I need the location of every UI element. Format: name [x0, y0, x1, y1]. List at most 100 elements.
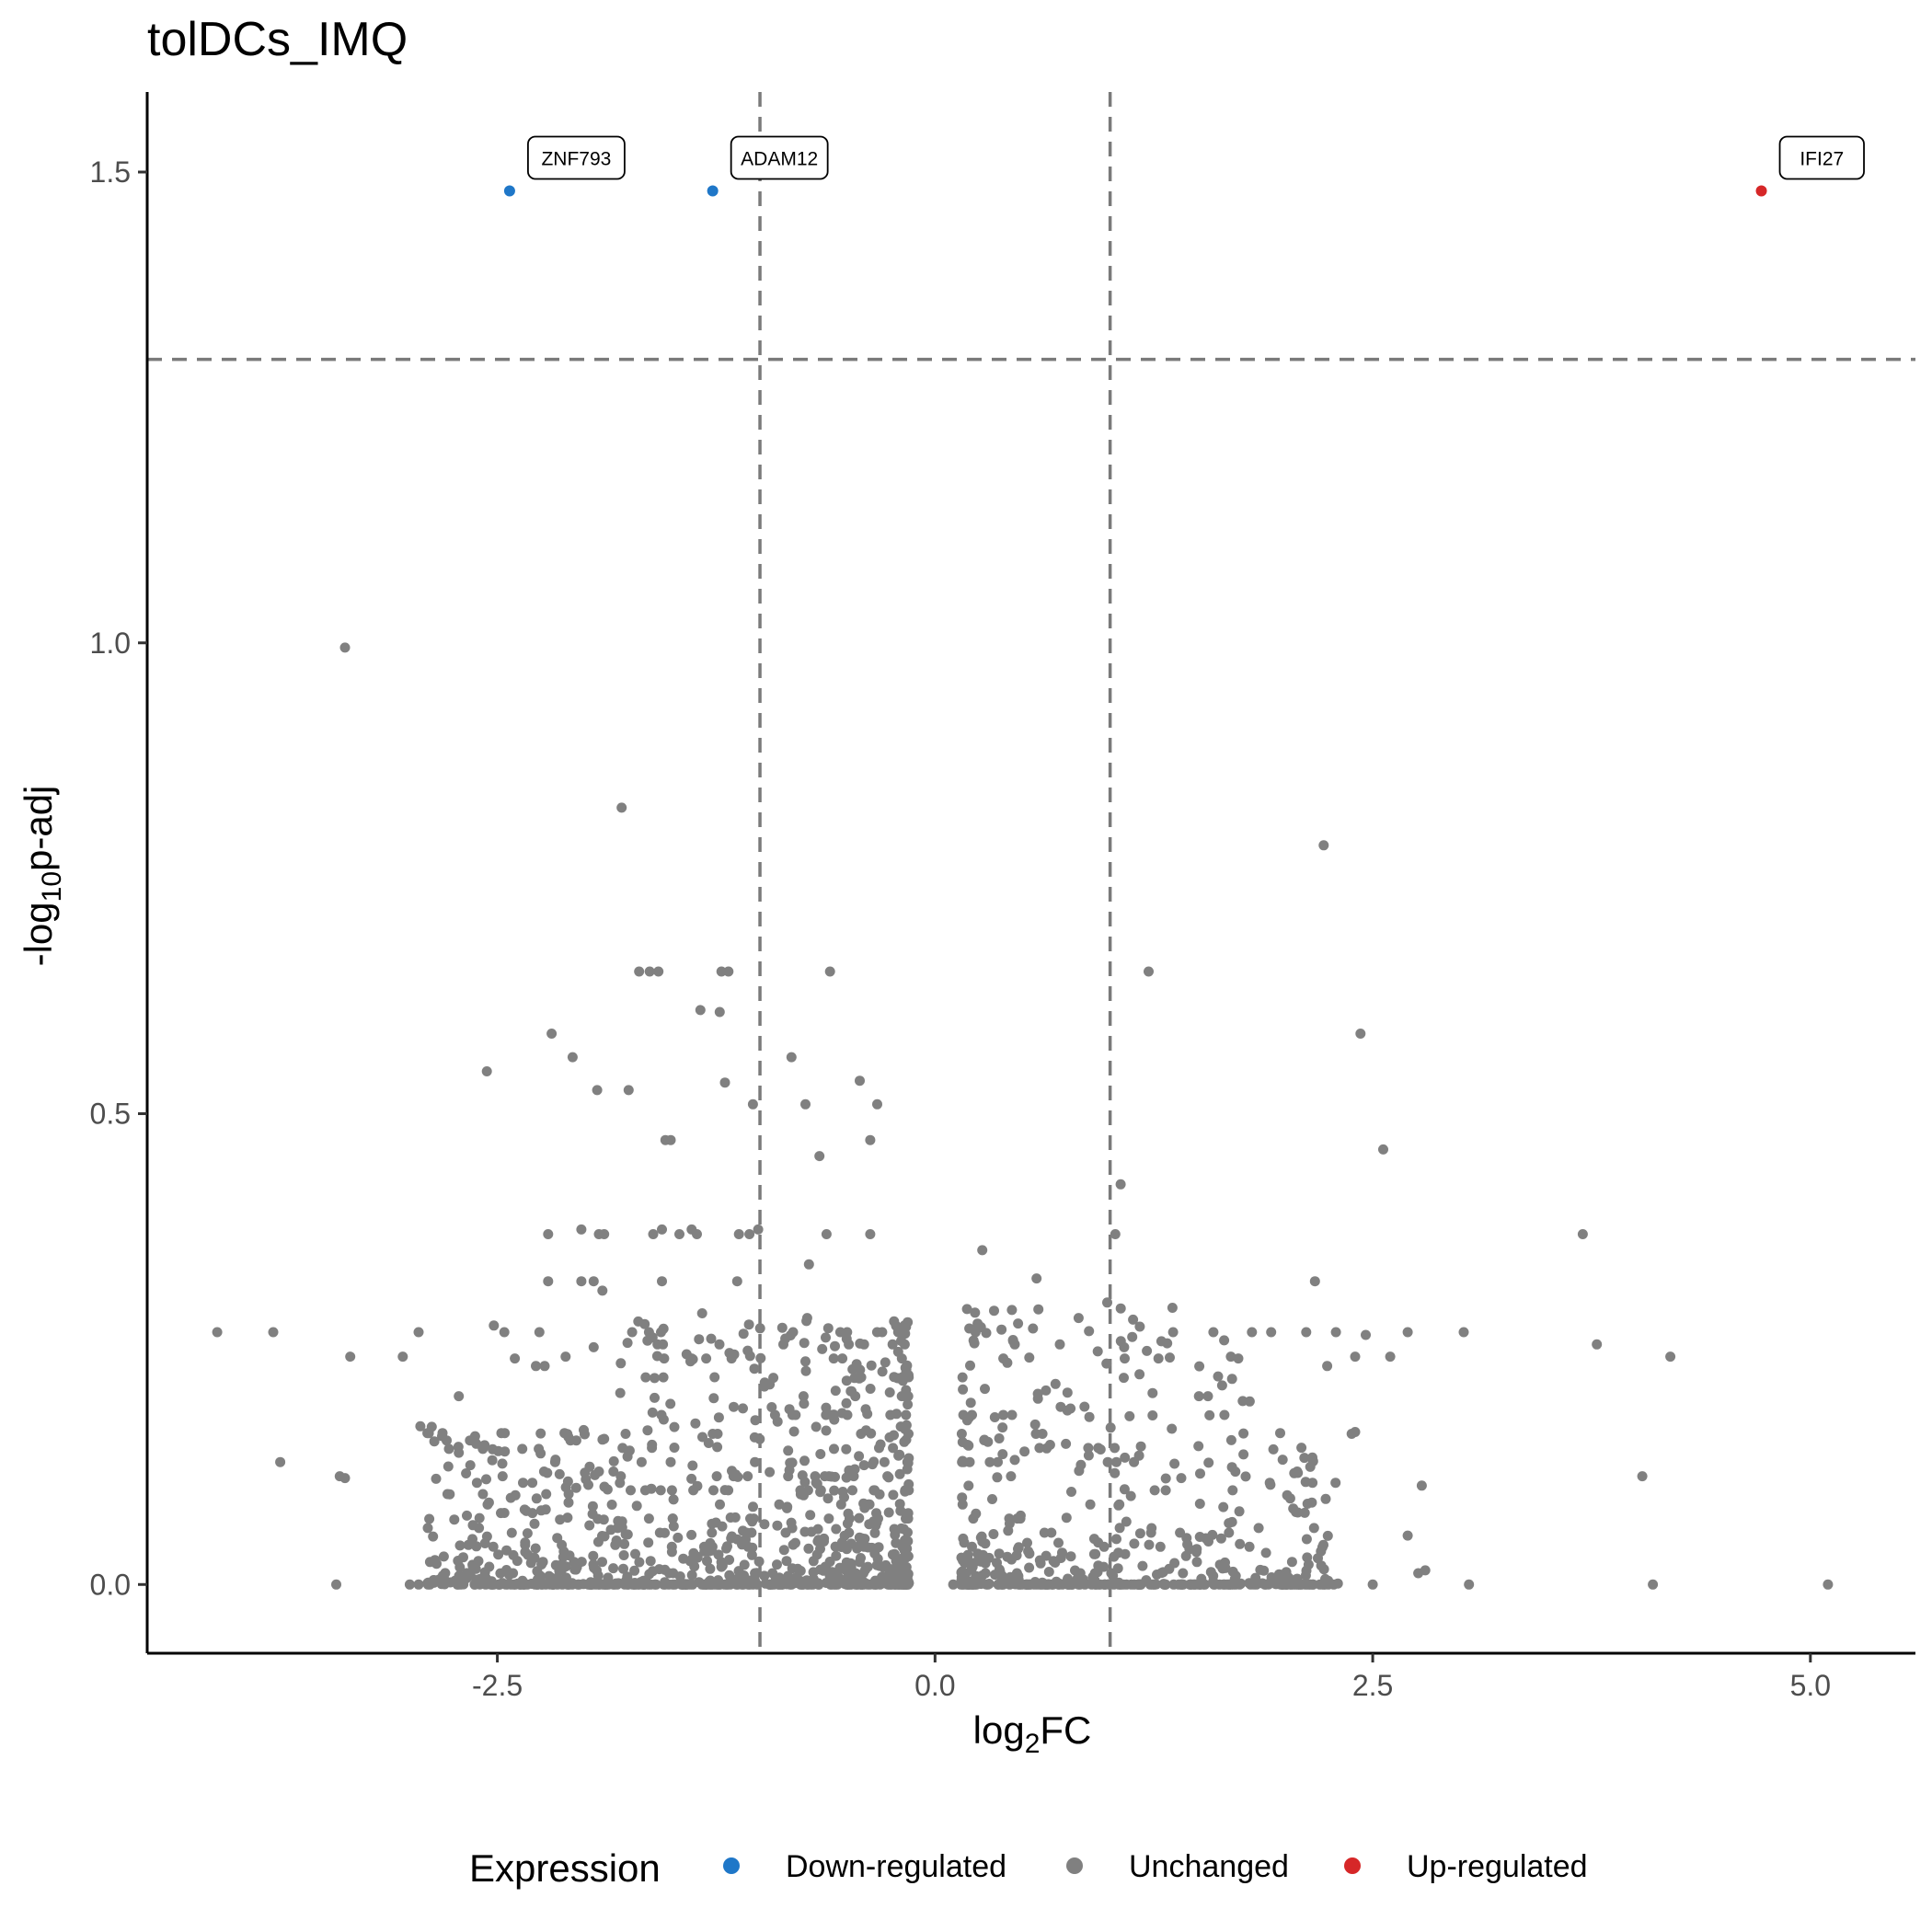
data-point [783, 1445, 794, 1456]
data-point [1266, 1572, 1277, 1582]
data-point [530, 1543, 541, 1554]
data-point [652, 1339, 663, 1350]
data-point [811, 1421, 822, 1432]
data-point [976, 1531, 987, 1542]
data-point [1033, 1304, 1044, 1315]
data-point [753, 1556, 765, 1567]
data-point [701, 1353, 712, 1364]
data-point [903, 1399, 914, 1410]
data-point [996, 1324, 1007, 1335]
data-point [795, 1566, 806, 1576]
data-point [1309, 1276, 1320, 1287]
data-point [615, 1471, 627, 1482]
data-point [636, 1456, 647, 1467]
data-point [631, 1501, 642, 1512]
data-point [536, 1579, 547, 1590]
data-point [1318, 840, 1329, 851]
data-point [799, 1338, 810, 1349]
data-point [1022, 1579, 1032, 1590]
data-point [1095, 1444, 1106, 1455]
data-point [717, 1521, 728, 1532]
data-point [657, 1224, 667, 1235]
data-point [690, 1418, 701, 1429]
data-point [765, 1466, 776, 1478]
data-point [716, 1557, 727, 1568]
data-point [1303, 1559, 1314, 1570]
data-point [841, 1333, 852, 1344]
data-point [1289, 1467, 1300, 1478]
data-point [1055, 1401, 1066, 1412]
data-point [1320, 1493, 1331, 1504]
data-point [1149, 1579, 1160, 1590]
data-point [822, 1493, 834, 1504]
data-point [708, 1393, 719, 1404]
data-point [901, 1513, 911, 1524]
data-point [903, 1551, 914, 1562]
data-point [543, 1229, 554, 1239]
data-point [634, 1557, 645, 1568]
data-point [871, 1559, 882, 1570]
data-point [426, 1421, 437, 1432]
data-point [744, 1229, 755, 1239]
data-point [487, 1455, 498, 1466]
legend-label-up: Up-regulated [1407, 1849, 1588, 1884]
data-point [1234, 1579, 1245, 1590]
data-point [1355, 1029, 1366, 1039]
data-point [1275, 1428, 1285, 1439]
data-point [967, 1541, 977, 1552]
data-point [957, 1492, 968, 1503]
x-axis-title-tail: FC [1040, 1708, 1091, 1752]
data-point [615, 1387, 626, 1398]
data-point [1053, 1579, 1064, 1590]
data-point [630, 1548, 640, 1559]
data-point [424, 1557, 435, 1568]
data-point [1281, 1567, 1292, 1578]
data-point [1134, 1528, 1145, 1539]
data-point [608, 1466, 619, 1477]
data-point [1378, 1144, 1388, 1155]
data-point [866, 1428, 877, 1439]
data-point [747, 1098, 758, 1110]
data-point [1178, 1568, 1189, 1579]
data-point [597, 1557, 607, 1568]
data-point [1005, 1579, 1015, 1590]
data-point [488, 1541, 499, 1552]
data-point [842, 1409, 853, 1420]
data-point [1307, 1455, 1318, 1466]
data-point [584, 1520, 595, 1531]
data-point [1121, 1516, 1132, 1527]
data-point [867, 1459, 878, 1470]
data-point [534, 1443, 545, 1455]
data-point [570, 1435, 581, 1446]
data-point [429, 1436, 440, 1447]
data-point [642, 1425, 653, 1436]
data-point [759, 1519, 770, 1530]
y-tick-label: 0.5 [90, 1098, 131, 1131]
data-point [835, 1499, 846, 1510]
data-point [481, 1066, 492, 1076]
data-point [1208, 1570, 1219, 1581]
data-point [590, 1469, 601, 1480]
data-point [560, 1351, 571, 1363]
data-point [697, 1432, 707, 1443]
data-point [1176, 1579, 1187, 1590]
data-point [497, 1471, 508, 1482]
data-point [1102, 1456, 1113, 1467]
data-point [703, 1438, 714, 1448]
data-point [1203, 1457, 1214, 1468]
data-point [1144, 966, 1154, 977]
data-point [1142, 1345, 1153, 1356]
data-point [479, 1440, 490, 1451]
data-point [1202, 1391, 1213, 1402]
data-point [1133, 1579, 1144, 1590]
data-point [620, 1429, 631, 1439]
data-point [422, 1523, 433, 1534]
data-point [488, 1443, 498, 1455]
data-point [665, 1398, 676, 1409]
data-point [1194, 1361, 1205, 1372]
data-point [1237, 1396, 1248, 1407]
data-point [1244, 1541, 1255, 1552]
data-point [1134, 1369, 1145, 1380]
data-point [1464, 1579, 1475, 1590]
